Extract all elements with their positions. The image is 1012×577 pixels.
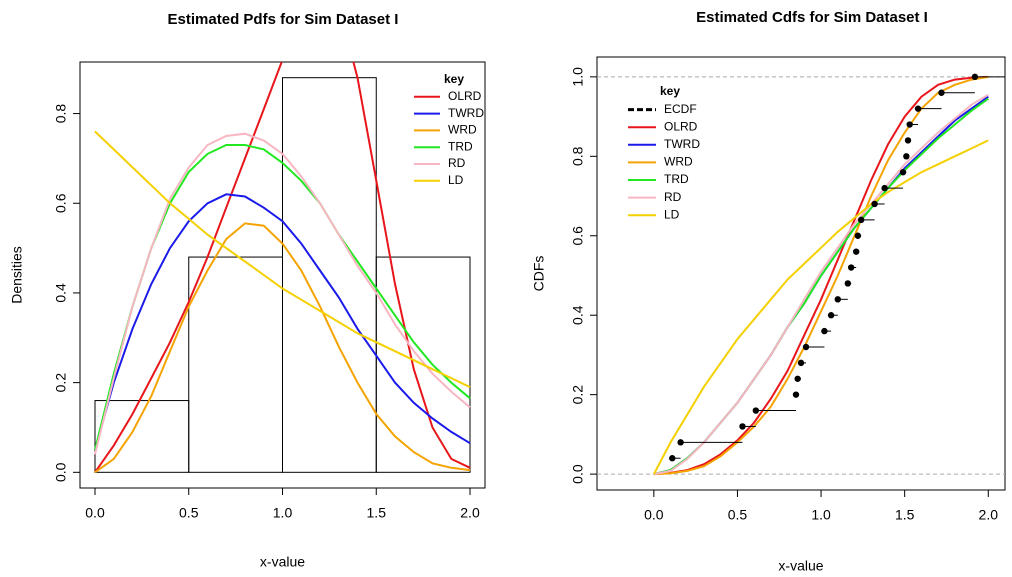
y-axis-label: CDFs xyxy=(531,256,547,292)
legend-label: WRD xyxy=(448,123,477,137)
ecdf-point xyxy=(677,439,684,446)
legend-label: TWRD xyxy=(664,137,700,151)
legend-label: TWRD xyxy=(448,106,484,120)
ecdf-point xyxy=(903,153,910,160)
histogram-bar xyxy=(188,256,283,473)
ecdf-point xyxy=(899,169,907,176)
legend-label: WRD xyxy=(664,155,693,169)
legend-label: OLRD xyxy=(664,119,698,133)
legend-label: LD xyxy=(448,173,464,187)
x-axis-label: x-value xyxy=(260,554,305,570)
y-axis-label: Densities xyxy=(9,246,25,304)
y-tick-label: 0.6 xyxy=(570,226,586,246)
y-tick-label: 0.2 xyxy=(53,373,69,393)
ecdf-point xyxy=(871,200,878,208)
density-curve xyxy=(653,95,989,476)
x-tick-label: 0.5 xyxy=(179,505,199,521)
ecdf-point xyxy=(854,232,862,239)
density-curve xyxy=(653,97,989,476)
histogram-bar xyxy=(375,256,471,473)
ecdf-point xyxy=(938,89,945,96)
legend-label: RD xyxy=(664,190,682,204)
ecdf-point xyxy=(794,375,801,382)
ecdf-point xyxy=(847,264,855,271)
ecdf-point xyxy=(797,359,805,367)
x-tick-label: 1.0 xyxy=(811,507,831,523)
legend-label: TRD xyxy=(448,139,473,153)
legend-label: OLRD xyxy=(448,89,482,103)
x-tick-label: 0.0 xyxy=(644,507,664,523)
x-tick-label: 1.5 xyxy=(895,507,915,523)
density-curve xyxy=(94,130,471,389)
legend-label: TRD xyxy=(664,172,689,186)
ecdf-point xyxy=(752,407,760,414)
ecdf-point xyxy=(906,121,913,128)
x-axis-label: x-value xyxy=(778,558,823,574)
density-curve xyxy=(653,93,989,476)
x-tick-label: 1.5 xyxy=(367,505,387,521)
ecdf-point xyxy=(852,248,860,255)
y-tick-label: 0.2 xyxy=(570,385,586,405)
ecdf-point xyxy=(834,296,841,303)
legend-title: key xyxy=(660,84,680,98)
ecdf-point xyxy=(914,105,922,112)
x-tick-label: 0.5 xyxy=(728,507,748,523)
ecdf-point xyxy=(739,423,746,430)
density-curve xyxy=(653,139,989,475)
y-tick-label: 0.8 xyxy=(53,104,69,124)
density-curve xyxy=(94,193,471,451)
plot-area xyxy=(94,62,471,474)
histogram-bar xyxy=(282,77,377,473)
ecdf-point xyxy=(792,391,800,398)
ecdf-point xyxy=(844,280,852,287)
ecdf-point xyxy=(857,216,865,224)
ecdf-point xyxy=(904,137,912,144)
ecdf-point xyxy=(802,343,810,351)
y-tick-label: 0.4 xyxy=(53,283,69,303)
legend-title: key xyxy=(444,72,464,86)
legend-label: LD xyxy=(664,207,680,221)
y-tick-label: 0.6 xyxy=(53,193,69,213)
ecdf-point xyxy=(827,312,835,319)
legend-label: ECDF xyxy=(664,102,697,116)
x-tick-label: 0.0 xyxy=(85,505,105,521)
y-tick-label: 0.0 xyxy=(53,462,69,482)
x-tick-label: 1.0 xyxy=(273,505,293,521)
density-curve xyxy=(653,75,989,476)
plot-area xyxy=(597,73,1005,476)
density-curve xyxy=(653,75,989,476)
density-curve xyxy=(94,222,471,474)
y-tick-label: 0.4 xyxy=(570,305,586,325)
x-tick-label: 2.0 xyxy=(460,505,480,521)
density-curve xyxy=(94,132,471,455)
x-tick-label: 2.0 xyxy=(979,507,999,523)
y-tick-label: 1.0 xyxy=(570,67,586,87)
plot-frame xyxy=(596,56,1006,491)
ecdf-point xyxy=(971,73,979,81)
ecdf-point xyxy=(881,184,888,192)
ecdf-point xyxy=(821,327,828,335)
y-tick-label: 0.8 xyxy=(570,146,586,166)
ecdf-point xyxy=(669,455,676,462)
y-tick-label: 0.0 xyxy=(570,464,586,484)
chart-title: Estimated Pdfs for Sim Dataset I xyxy=(168,11,399,28)
chart-title: Estimated Cdfs for Sim Dataset I xyxy=(696,9,928,26)
legend-label: RD xyxy=(448,156,466,170)
